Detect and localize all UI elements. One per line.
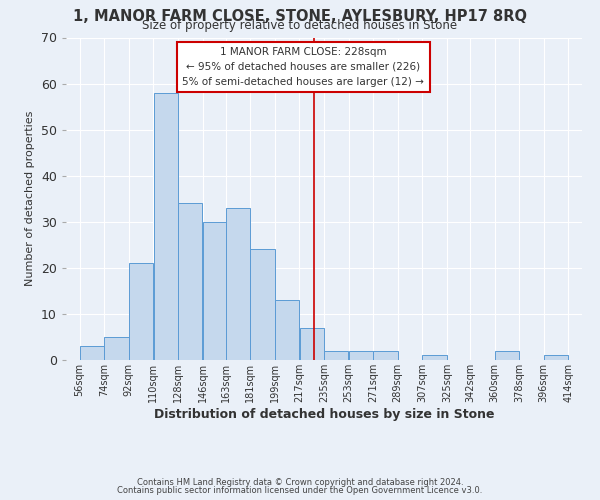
X-axis label: Distribution of detached houses by size in Stone: Distribution of detached houses by size … <box>154 408 494 420</box>
Bar <box>299 328 324 360</box>
Bar <box>154 93 178 360</box>
Text: 1 MANOR FARM CLOSE: 228sqm
← 95% of detached houses are smaller (226)
5% of semi: 1 MANOR FARM CLOSE: 228sqm ← 95% of deta… <box>182 47 424 87</box>
Text: Contains public sector information licensed under the Open Government Licence v3: Contains public sector information licen… <box>118 486 482 495</box>
Bar <box>324 351 349 360</box>
Bar <box>250 250 275 360</box>
Text: 1, MANOR FARM CLOSE, STONE, AYLESBURY, HP17 8RQ: 1, MANOR FARM CLOSE, STONE, AYLESBURY, H… <box>73 9 527 24</box>
Text: Contains HM Land Registry data © Crown copyright and database right 2024.: Contains HM Land Registry data © Crown c… <box>137 478 463 487</box>
Bar <box>495 351 519 360</box>
Bar <box>178 204 202 360</box>
Bar <box>226 208 250 360</box>
Bar <box>104 337 128 360</box>
Bar <box>203 222 226 360</box>
Bar <box>422 356 446 360</box>
Bar <box>544 356 568 360</box>
Bar <box>129 263 153 360</box>
Bar <box>80 346 104 360</box>
Y-axis label: Number of detached properties: Number of detached properties <box>25 111 35 286</box>
Bar <box>275 300 299 360</box>
Bar <box>349 351 373 360</box>
Bar <box>373 351 398 360</box>
Text: Size of property relative to detached houses in Stone: Size of property relative to detached ho… <box>142 18 458 32</box>
